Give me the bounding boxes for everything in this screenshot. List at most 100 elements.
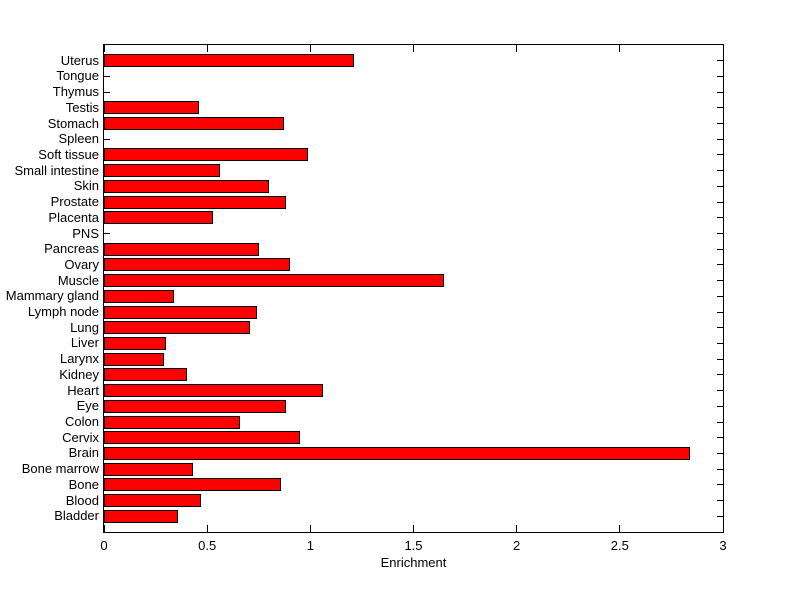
plot-area	[103, 44, 724, 533]
y-tick-label: Placenta	[48, 209, 99, 225]
x-tick	[516, 525, 518, 532]
x-tick-label: 0	[100, 538, 108, 553]
y-tick-label: Mammary gland	[5, 288, 99, 304]
y-tick	[104, 91, 110, 93]
x-tick	[619, 45, 621, 52]
bar-lung	[104, 321, 251, 335]
bar-stomach	[104, 117, 284, 131]
x-tick-label: 1	[306, 538, 314, 553]
y-tick	[104, 75, 110, 77]
bar-brain	[104, 446, 690, 460]
y-tick	[717, 515, 723, 517]
y-tick	[717, 217, 723, 219]
y-tick	[717, 311, 723, 313]
y-tick-label: Larynx	[59, 351, 99, 367]
bar-liver	[104, 336, 166, 350]
bar-kidney	[104, 368, 187, 382]
x-tick-label: 2.5	[610, 538, 629, 553]
y-tick	[717, 374, 723, 376]
bar-muscle	[104, 274, 445, 288]
y-tick	[104, 233, 110, 235]
x-tick	[619, 525, 621, 532]
bar-pancreas	[104, 242, 259, 256]
bar-bone-marrow	[104, 462, 193, 476]
y-tick-label: Pancreas	[44, 241, 99, 257]
y-tick	[717, 201, 723, 203]
bar-small-intestine	[104, 164, 220, 178]
y-tick	[717, 280, 723, 282]
y-tick-label: Kidney	[59, 366, 99, 382]
y-tick	[717, 107, 723, 109]
x-tick	[722, 525, 724, 532]
bar-bladder	[104, 509, 179, 523]
y-tick	[717, 405, 723, 407]
bar-bone	[104, 478, 282, 492]
y-tick-label: Lung	[70, 319, 99, 335]
y-tick	[717, 60, 723, 62]
x-tick	[413, 525, 414, 532]
y-tick	[717, 185, 723, 187]
y-tick	[717, 138, 723, 140]
x-tick	[309, 45, 311, 52]
bar-testis	[104, 101, 199, 115]
y-tick-label: Blood	[65, 492, 99, 508]
x-tick	[309, 525, 311, 532]
y-tick-label: PNS	[72, 225, 99, 241]
y-tick	[717, 327, 723, 329]
x-tick	[413, 45, 414, 52]
y-tick-label: Bone	[68, 476, 99, 492]
bar-eye	[104, 399, 286, 413]
y-tick-label: Brain	[68, 445, 99, 461]
y-tick	[717, 421, 723, 423]
y-tick-label: Bladder	[54, 508, 99, 524]
y-tick	[717, 91, 723, 93]
y-tick	[717, 248, 723, 250]
y-tick	[717, 170, 723, 172]
bar-placenta	[104, 211, 214, 225]
bar-larynx	[104, 352, 164, 366]
y-tick	[717, 295, 723, 297]
y-tick-label: Thymus	[52, 84, 99, 100]
y-tick-label: Soft tissue	[38, 146, 99, 162]
x-tick	[103, 525, 105, 532]
bar-prostate	[104, 195, 286, 209]
y-tick	[717, 233, 723, 235]
y-tick-label: Ovary	[64, 256, 99, 272]
bar-mammary-gland	[104, 289, 175, 303]
y-tick-label: Muscle	[57, 272, 99, 288]
y-tick	[717, 500, 723, 502]
x-tick-label: 2	[513, 538, 521, 553]
y-tick	[717, 75, 723, 77]
y-tick-label: Spleen	[58, 131, 99, 147]
y-tick-label: Heart	[67, 382, 99, 398]
bar-ovary	[104, 258, 290, 272]
bar-heart	[104, 384, 323, 398]
y-tick	[717, 264, 723, 266]
y-tick-label: Colon	[65, 414, 99, 430]
y-tick-label: Bone marrow	[21, 461, 99, 477]
y-tick	[717, 390, 723, 392]
y-tick	[717, 123, 723, 125]
bar-lymph-node	[104, 305, 257, 319]
bar-colon	[104, 415, 241, 429]
x-axis-label: Enrichment	[380, 555, 447, 570]
y-tick	[717, 342, 723, 344]
x-tick	[722, 45, 724, 52]
y-tick-label: Lymph node	[27, 304, 99, 320]
bar-blood	[104, 494, 201, 508]
bar-soft-tissue	[104, 148, 309, 162]
y-tick-label: Liver	[70, 335, 99, 351]
y-tick	[104, 138, 110, 140]
x-tick-label: 0.5	[198, 538, 217, 553]
y-tick-label: Testis	[65, 99, 99, 115]
y-tick-label: Uterus	[60, 52, 99, 68]
bar-cervix	[104, 431, 301, 445]
y-tick-label: Skin	[73, 178, 99, 194]
y-tick-label: Eye	[76, 398, 99, 414]
bar-uterus	[104, 54, 354, 68]
y-tick	[717, 358, 723, 360]
y-tick-label: Stomach	[47, 115, 99, 131]
y-tick	[717, 468, 723, 470]
y-tick	[717, 437, 723, 439]
x-tick	[206, 525, 208, 532]
